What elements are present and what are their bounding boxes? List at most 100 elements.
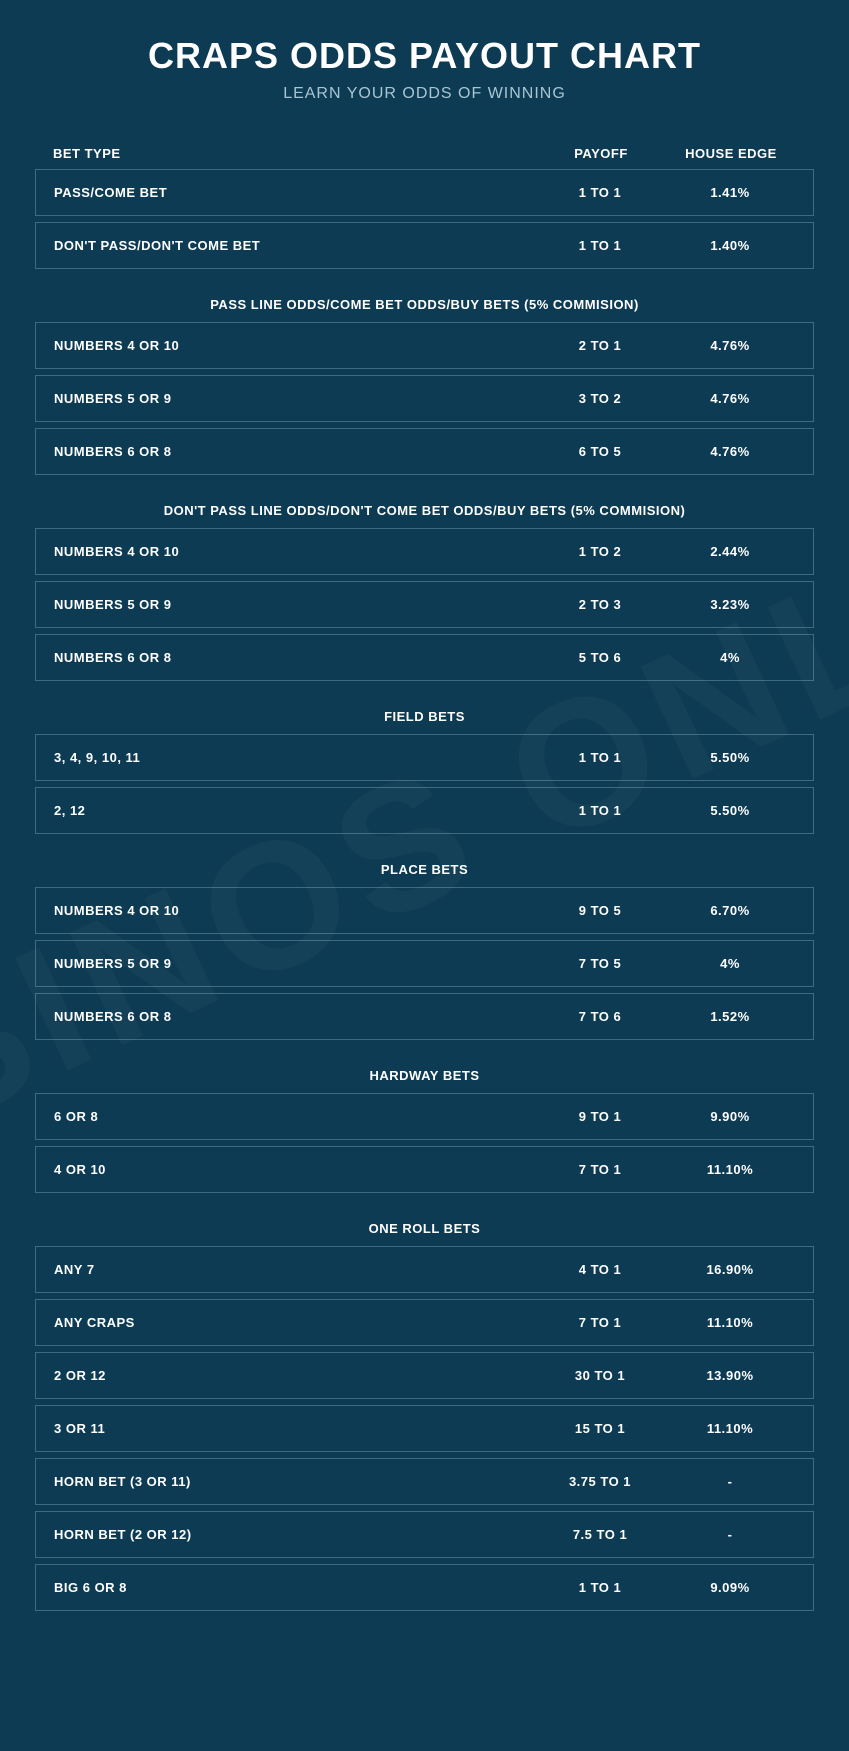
cell-bet-type: ANY CRAPS bbox=[54, 1315, 535, 1330]
cell-bet-type: 2 OR 12 bbox=[54, 1368, 535, 1383]
cell-house-edge: 4% bbox=[665, 956, 795, 971]
cell-house-edge: 9.90% bbox=[665, 1109, 795, 1124]
cell-bet-type: HORN BET (3 OR 11) bbox=[54, 1474, 535, 1489]
cell-bet-type: NUMBERS 5 OR 9 bbox=[54, 956, 535, 971]
table-row: 4 OR 107 TO 111.10% bbox=[35, 1146, 814, 1193]
section-header: PLACE BETS bbox=[35, 862, 814, 877]
cell-bet-type: 4 OR 10 bbox=[54, 1162, 535, 1177]
cell-house-edge: 11.10% bbox=[665, 1421, 795, 1436]
table-section: PASS/COME BET1 TO 11.41% DON'T PASS/DON'T… bbox=[35, 169, 814, 269]
table-section: PASS LINE ODDS/COME BET ODDS/BUY BETS (5… bbox=[35, 297, 814, 475]
cell-bet-type: 6 OR 8 bbox=[54, 1109, 535, 1124]
cell-payoff: 7 TO 1 bbox=[535, 1162, 665, 1177]
cell-payoff: 3.75 TO 1 bbox=[535, 1474, 665, 1489]
cell-payoff: 9 TO 1 bbox=[535, 1109, 665, 1124]
cell-bet-type: 2, 12 bbox=[54, 803, 535, 818]
section-header: HARDWAY BETS bbox=[35, 1068, 814, 1083]
table-section: PLACE BETSNUMBERS 4 OR 109 TO 56.70%NUMB… bbox=[35, 862, 814, 1040]
table-row: NUMBERS 6 OR 85 TO 64% bbox=[35, 634, 814, 681]
header-payoff: PAYOFF bbox=[536, 146, 666, 161]
cell-house-edge: 13.90% bbox=[665, 1368, 795, 1383]
table-row: NUMBERS 5 OR 97 TO 54% bbox=[35, 940, 814, 987]
cell-house-edge: 6.70% bbox=[665, 903, 795, 918]
cell-house-edge: 2.44% bbox=[665, 544, 795, 559]
cell-payoff: 7 TO 6 bbox=[535, 1009, 665, 1024]
page-subtitle: LEARN YOUR ODDS OF WINNING bbox=[35, 85, 814, 103]
table-row: 6 OR 89 TO 19.90% bbox=[35, 1093, 814, 1140]
cell-bet-type: PASS/COME BET bbox=[54, 185, 535, 200]
table-section: DON'T PASS LINE ODDS/DON'T COME BET ODDS… bbox=[35, 503, 814, 681]
table-row: NUMBERS 6 OR 87 TO 61.52% bbox=[35, 993, 814, 1040]
table-section: ONE ROLL BETSANY 74 TO 116.90%ANY CRAPS7… bbox=[35, 1221, 814, 1611]
cell-payoff: 1 TO 2 bbox=[535, 544, 665, 559]
cell-house-edge: 5.50% bbox=[665, 750, 795, 765]
cell-payoff: 2 TO 1 bbox=[535, 338, 665, 353]
cell-bet-type: NUMBERS 4 OR 10 bbox=[54, 903, 535, 918]
table-section: FIELD BETS3, 4, 9, 10, 111 TO 15.50%2, 1… bbox=[35, 709, 814, 834]
cell-house-edge: 4.76% bbox=[665, 444, 795, 459]
table-section: HARDWAY BETS 6 OR 89 TO 19.90% 4 OR 107 TO… bbox=[35, 1068, 814, 1193]
cell-payoff: 7 TO 5 bbox=[535, 956, 665, 971]
table-row: BIG 6 OR 81 TO 19.09% bbox=[35, 1564, 814, 1611]
cell-house-edge: 11.10% bbox=[665, 1162, 795, 1177]
table-row: ANY CRAPS7 TO 111.10% bbox=[35, 1299, 814, 1346]
cell-house-edge: 3.23% bbox=[665, 597, 795, 612]
cell-house-edge: 16.90% bbox=[665, 1262, 795, 1277]
cell-bet-type: ANY 7 bbox=[54, 1262, 535, 1277]
table-row: DON'T PASS/DON'T COME BET1 TO 11.40% bbox=[35, 222, 814, 269]
cell-house-edge: 9.09% bbox=[665, 1580, 795, 1595]
cell-house-edge: 1.52% bbox=[665, 1009, 795, 1024]
table-row: 3 OR 1115 TO 111.10% bbox=[35, 1405, 814, 1452]
cell-payoff: 3 TO 2 bbox=[535, 391, 665, 406]
section-header: FIELD BETS bbox=[35, 709, 814, 724]
cell-payoff: 7 TO 1 bbox=[535, 1315, 665, 1330]
table-row: HORN BET (3 OR 11)3.75 TO 1- bbox=[35, 1458, 814, 1505]
cell-payoff: 5 TO 6 bbox=[535, 650, 665, 665]
table-row: NUMBERS 5 OR 92 TO 33.23% bbox=[35, 581, 814, 628]
cell-house-edge: 1.41% bbox=[665, 185, 795, 200]
cell-house-edge: - bbox=[665, 1474, 795, 1489]
cell-payoff: 1 TO 1 bbox=[535, 803, 665, 818]
cell-bet-type: 3, 4, 9, 10, 11 bbox=[54, 750, 535, 765]
cell-bet-type: NUMBERS 4 OR 10 bbox=[54, 338, 535, 353]
cell-payoff: 7.5 TO 1 bbox=[535, 1527, 665, 1542]
cell-house-edge: 4.76% bbox=[665, 338, 795, 353]
section-header: ONE ROLL BETS bbox=[35, 1221, 814, 1236]
cell-bet-type: NUMBERS 5 OR 9 bbox=[54, 391, 535, 406]
table-row: 3, 4, 9, 10, 111 TO 15.50% bbox=[35, 734, 814, 781]
section-header: DON'T PASS LINE ODDS/DON'T COME BET ODDS… bbox=[35, 503, 814, 518]
cell-bet-type: NUMBERS 6 OR 8 bbox=[54, 1009, 535, 1024]
header-bet-type: BET TYPE bbox=[53, 146, 536, 161]
cell-payoff: 6 TO 5 bbox=[535, 444, 665, 459]
table-row: NUMBERS 4 OR 109 TO 56.70% bbox=[35, 887, 814, 934]
cell-payoff: 1 TO 1 bbox=[535, 1580, 665, 1595]
cell-payoff: 2 TO 3 bbox=[535, 597, 665, 612]
table-row: PASS/COME BET1 TO 11.41% bbox=[35, 169, 814, 216]
cell-house-edge: 5.50% bbox=[665, 803, 795, 818]
cell-bet-type: 3 OR 11 bbox=[54, 1421, 535, 1436]
cell-bet-type: DON'T PASS/DON'T COME BET bbox=[54, 238, 535, 253]
cell-payoff: 9 TO 5 bbox=[535, 903, 665, 918]
cell-house-edge: - bbox=[665, 1527, 795, 1542]
cell-payoff: 1 TO 1 bbox=[535, 185, 665, 200]
column-headers: BET TYPE PAYOFF HOUSE EDGE bbox=[35, 138, 814, 169]
table-row: NUMBERS 5 OR 93 TO 24.76% bbox=[35, 375, 814, 422]
table-row: NUMBERS 4 OR 101 TO 22.44% bbox=[35, 528, 814, 575]
cell-bet-type: NUMBERS 6 OR 8 bbox=[54, 444, 535, 459]
page-title: CRAPS ODDS PAYOUT CHART bbox=[35, 35, 814, 77]
table-row: 2, 121 TO 15.50% bbox=[35, 787, 814, 834]
cell-payoff: 1 TO 1 bbox=[535, 750, 665, 765]
cell-bet-type: NUMBERS 4 OR 10 bbox=[54, 544, 535, 559]
cell-bet-type: BIG 6 OR 8 bbox=[54, 1580, 535, 1595]
cell-bet-type: NUMBERS 6 OR 8 bbox=[54, 650, 535, 665]
cell-house-edge: 1.40% bbox=[665, 238, 795, 253]
table-row: ANY 74 TO 116.90% bbox=[35, 1246, 814, 1293]
cell-payoff: 4 TO 1 bbox=[535, 1262, 665, 1277]
cell-house-edge: 4% bbox=[665, 650, 795, 665]
header-house-edge: HOUSE EDGE bbox=[666, 146, 796, 161]
table-row: NUMBERS 6 OR 86 TO 54.76% bbox=[35, 428, 814, 475]
table-row: NUMBERS 4 OR 102 TO 14.76% bbox=[35, 322, 814, 369]
table-row: HORN BET (2 OR 12)7.5 TO 1- bbox=[35, 1511, 814, 1558]
cell-bet-type: HORN BET (2 OR 12) bbox=[54, 1527, 535, 1542]
cell-house-edge: 4.76% bbox=[665, 391, 795, 406]
